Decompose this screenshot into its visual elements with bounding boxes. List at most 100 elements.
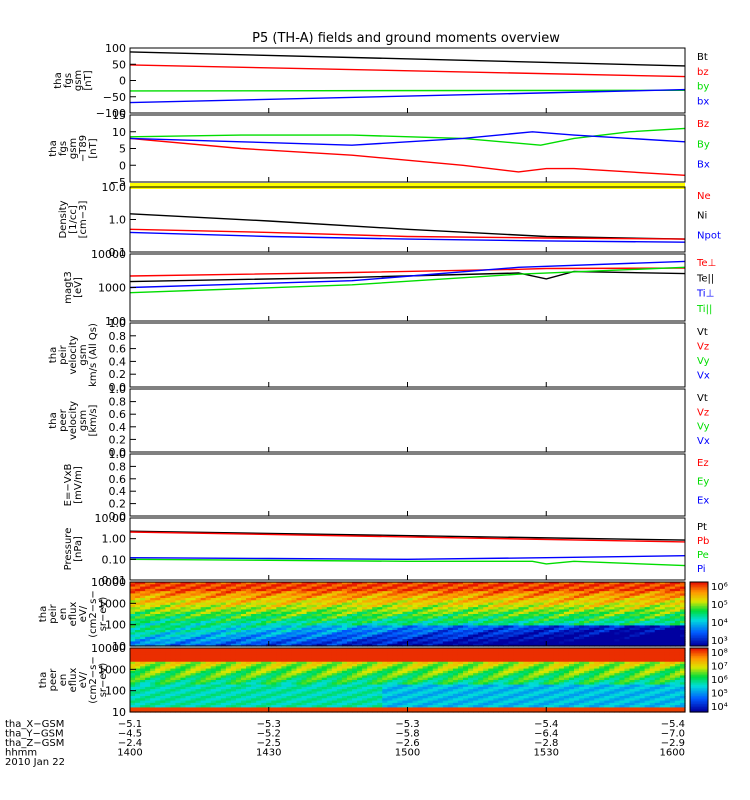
legend-entry: Vt	[697, 393, 708, 404]
heatmap-cell	[599, 616, 605, 620]
heatmap-cell	[579, 584, 585, 588]
heatmap-cell	[261, 614, 267, 617]
heatmap-cell	[326, 591, 333, 595]
heatmap-cell	[538, 588, 545, 592]
heatmap-cell	[574, 616, 580, 620]
heatmap-cell	[382, 661, 388, 665]
heatmap-cell	[346, 600, 353, 604]
heatmap-cell	[311, 611, 318, 615]
heatmap-cell	[316, 691, 323, 695]
heatmap-cell	[478, 614, 484, 617]
heatmap-cell	[372, 582, 378, 585]
heatmap-cell	[261, 627, 267, 631]
heatmap-cell	[271, 650, 277, 654]
heatmap-cell	[155, 616, 161, 620]
heatmap-cell	[538, 623, 545, 627]
heatmap-cell	[256, 632, 262, 636]
heatmap-cell	[483, 595, 489, 599]
heatmap-cell	[634, 593, 641, 597]
heatmap-cell	[357, 670, 363, 674]
y-axis-label-line: tha	[48, 412, 59, 428]
heatmap-cell	[130, 602, 136, 606]
heatmap-cell	[604, 634, 610, 638]
heatmap-cell	[296, 632, 303, 636]
heatmap-cell	[417, 661, 424, 665]
heatmap-cell	[664, 632, 671, 636]
heatmap-cell	[145, 650, 151, 654]
heatmap-cell	[155, 639, 161, 643]
heatmap-cell	[503, 591, 510, 595]
heatmap-cell	[392, 582, 399, 585]
heatmap-cell	[291, 602, 298, 606]
heatmap-cell	[584, 620, 590, 624]
heatmap-cell	[609, 623, 615, 627]
heatmap-cell	[190, 588, 197, 592]
heatmap-cell	[230, 593, 237, 597]
heatmap-cell	[180, 707, 187, 711]
heatmap-cell	[523, 616, 530, 620]
heatmap-cell	[341, 698, 348, 702]
heatmap-cell	[629, 602, 636, 606]
heatmap-cell	[140, 607, 146, 611]
heatmap-cell	[155, 691, 161, 695]
heatmap-cell	[563, 586, 570, 590]
heatmap-cell	[241, 673, 247, 677]
heatmap-cell	[609, 586, 615, 590]
heatmap-cell	[195, 707, 202, 711]
heatmap-cell	[251, 609, 257, 613]
heatmap-cell	[266, 652, 272, 656]
heatmap-cell	[412, 668, 419, 672]
heatmap-cell	[291, 609, 298, 613]
heatmap-cell	[316, 702, 323, 706]
heatmap-cell	[301, 691, 308, 695]
heatmap-cell	[225, 686, 232, 690]
heatmap-cell	[301, 625, 308, 629]
heatmap-cell	[266, 673, 272, 677]
heatmap-cell	[185, 634, 192, 638]
heatmap-cell	[367, 707, 373, 711]
heatmap-cell	[392, 698, 399, 702]
series-line-Te||	[129, 270, 686, 283]
heatmap-cell	[352, 677, 358, 681]
heatmap-cell	[538, 618, 545, 622]
heatmap-cell	[346, 632, 353, 636]
heatmap-cell	[387, 661, 393, 665]
heatmap-cell	[397, 654, 404, 658]
heatmap-cell	[372, 691, 378, 695]
heatmap-cell	[417, 586, 424, 590]
heatmap-cell	[513, 584, 520, 588]
heatmap-cell	[311, 666, 318, 670]
heatmap-cell	[362, 614, 368, 617]
heatmap-cell	[251, 673, 257, 677]
heatmap-cell	[286, 648, 293, 651]
heatmap-cell	[579, 616, 585, 620]
heatmap-cell	[417, 600, 424, 604]
heatmap-cell	[261, 595, 267, 599]
heatmap-cell	[271, 686, 277, 690]
heatmap-cell	[200, 609, 207, 613]
heatmap-cell	[533, 634, 540, 638]
heatmap-cell	[498, 582, 504, 585]
heatmap-cell	[210, 705, 217, 709]
heatmap-cell	[488, 600, 494, 604]
heatmap-cell	[306, 604, 313, 608]
heatmap-cell	[200, 604, 207, 608]
heatmap-cell	[437, 643, 444, 647]
heatmap-cell	[145, 709, 151, 713]
y-axis-label-line: velocity	[68, 401, 79, 440]
heatmap-cell	[195, 582, 202, 585]
heatmap-cell	[362, 657, 368, 661]
heatmap-cell	[599, 598, 605, 601]
heatmap-cell	[568, 614, 575, 617]
heatmap-cell	[659, 595, 666, 599]
heatmap-cell	[256, 586, 262, 590]
heatmap-cell	[659, 639, 666, 643]
heatmap-cell	[639, 614, 646, 617]
heatmap-cell	[235, 680, 242, 683]
heatmap-cell	[230, 673, 237, 677]
heatmap-cell	[679, 636, 686, 640]
heatmap-cell	[276, 598, 282, 601]
heatmap-cell	[326, 650, 333, 654]
heatmap-cell	[533, 636, 540, 640]
heatmap-cell	[629, 641, 636, 645]
